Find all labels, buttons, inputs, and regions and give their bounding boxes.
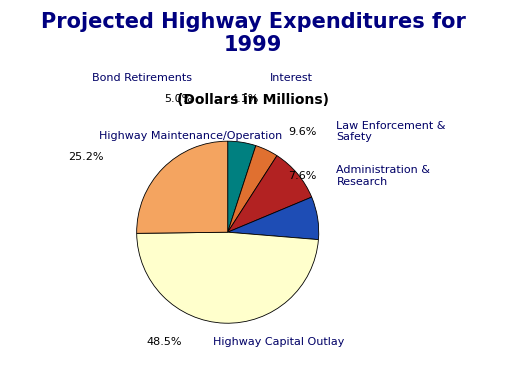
- Text: Bond Retirements: Bond Retirements: [91, 73, 191, 83]
- Text: Highway Maintenance/Operation: Highway Maintenance/Operation: [98, 131, 281, 141]
- Text: 4.1%: 4.1%: [230, 94, 258, 104]
- Text: (Dollars in Millions): (Dollars in Millions): [177, 93, 328, 107]
- Wedge shape: [136, 141, 227, 233]
- Text: Highway Capital Outlay: Highway Capital Outlay: [212, 337, 343, 348]
- Text: Administration &
Research: Administration & Research: [336, 165, 430, 187]
- Text: 5.0%: 5.0%: [164, 94, 192, 104]
- Wedge shape: [136, 232, 318, 323]
- Text: 25.2%: 25.2%: [68, 152, 104, 162]
- Text: 48.5%: 48.5%: [146, 337, 182, 348]
- Text: Interest: Interest: [269, 73, 312, 83]
- Text: Projected Highway Expenditures for
1999: Projected Highway Expenditures for 1999: [40, 12, 465, 55]
- Wedge shape: [227, 146, 276, 232]
- Text: 9.6%: 9.6%: [287, 127, 316, 137]
- Wedge shape: [227, 197, 318, 240]
- Text: Law Enforcement &
Safety: Law Enforcement & Safety: [336, 121, 445, 142]
- Wedge shape: [227, 141, 256, 232]
- Text: 7.6%: 7.6%: [287, 171, 316, 181]
- Wedge shape: [227, 156, 311, 232]
